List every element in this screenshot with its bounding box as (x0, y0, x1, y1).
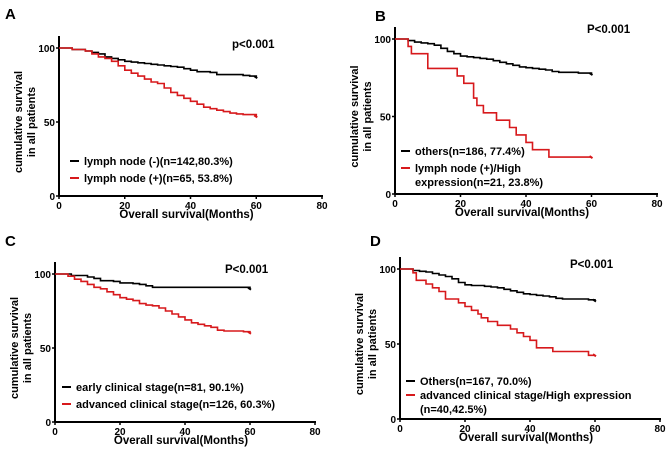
x-tick-label: 40 (520, 199, 532, 210)
legend-label: early clinical stage(n=81, 90.1%) (76, 382, 244, 394)
y-tick-label: 100 (34, 270, 51, 281)
y-tick-label: 100 (374, 35, 391, 46)
x-tick-label: 40 (524, 424, 536, 435)
y-tick-label: 50 (380, 113, 392, 124)
legend-label: lymph node (+)(n=65, 53.8%) (84, 173, 233, 185)
survival-curve-black (395, 38, 593, 74)
x-tick-label: 40 (185, 201, 197, 212)
x-tick-label: 60 (251, 201, 263, 212)
censor-mark (253, 114, 258, 119)
censor-mark (588, 72, 594, 76)
legend-label: lymph node (-)(n=142,80.3%) (84, 156, 233, 168)
km-panel-c: C 0 50 100 0 20 40 60 80 Overall survival(Months)… (5, 233, 321, 447)
y-tick-label: 50 (44, 118, 56, 129)
x-axis-title: Overall survival(Months) (459, 432, 593, 444)
x-tick-label: 60 (244, 427, 256, 438)
survival-curve-red (59, 47, 258, 117)
x-axis-title: Overall survival(Months) (114, 435, 248, 447)
panel-letter: A (5, 6, 16, 23)
x-tick-label: 0 (392, 199, 398, 210)
x-tick-label: 80 (651, 199, 663, 210)
x-tick-label: 0 (397, 424, 403, 435)
y-tick-label: 0 (45, 418, 51, 429)
y-axis-title: cumulative survival (9, 297, 21, 399)
y-axis-title: cumulative survival (354, 293, 366, 395)
survival-curve-red (400, 268, 595, 357)
y-axis-title: in all patients (26, 87, 38, 157)
x-axis-title: Overall survival(Months) (455, 207, 589, 219)
legend-label: lymph node (+)/High (415, 163, 521, 175)
x-tick-label: 20 (459, 424, 471, 435)
censor-mark (247, 330, 252, 335)
panel-letter: C (5, 233, 16, 250)
x-tick-label: 20 (114, 427, 126, 438)
x-tick-label: 20 (455, 199, 467, 210)
p-value: P<0.001 (570, 259, 614, 271)
x-tick-label: 0 (52, 427, 58, 438)
panel-letter: D (370, 233, 381, 250)
censor-mark (592, 298, 597, 303)
km-panel-b: B 0 50 100 0 20 40 60 80 Overall survival(Months)… (349, 8, 663, 219)
y-axis-title: cumulative survival (13, 71, 25, 173)
x-tick-label: 80 (654, 424, 666, 435)
y-tick-label: 0 (49, 192, 55, 203)
survival-curve-black (400, 268, 596, 301)
legend-label: (n=40,42.5%) (420, 404, 487, 416)
legend-label: Others(n=167, 70.0%) (420, 376, 532, 388)
p-value: P<0.001 (225, 264, 269, 276)
survival-curve-red (55, 273, 251, 333)
x-tick-label: 60 (589, 424, 601, 435)
km-panel-d: D 0 50 100 0 20 40 60 80 Overall survival(Months)… (354, 233, 666, 444)
y-tick-label: 100 (38, 44, 55, 55)
censor-mark (253, 75, 258, 79)
panel-letter: B (375, 8, 386, 25)
y-tick-label: 0 (385, 190, 391, 201)
p-value: P<0.001 (587, 24, 631, 36)
p-value: p<0.001 (232, 39, 275, 51)
x-tick-label: 80 (316, 201, 328, 212)
x-tick-label: 60 (586, 199, 598, 210)
legend-label: advanced clinical stage(n=126, 60.3%) (76, 399, 275, 411)
legend-label: expression(n=21, 23.8%) (415, 177, 543, 189)
y-axis-title: in all patients (362, 81, 374, 151)
legend-label: advanced clinical stage/High expression (420, 390, 632, 402)
x-axis-title: Overall survival(Months) (119, 209, 253, 221)
survival-curve-black (59, 47, 258, 78)
x-tick-label: 0 (56, 201, 62, 212)
y-axis-title: in all patients (22, 313, 34, 383)
survival-curve-black (55, 273, 251, 289)
x-tick-label: 40 (179, 427, 191, 438)
y-axis-title: cumulative survival (349, 65, 361, 167)
censor-mark (247, 286, 252, 291)
survival-curve-red (395, 38, 592, 158)
km-panel-a: A 0 50 100 0 20 40 60 80 Overall survival(Months)… (5, 6, 328, 221)
y-tick-label: 0 (390, 415, 396, 426)
legend-label: others(n=186, 77.4%) (415, 146, 525, 158)
x-tick-label: 80 (309, 427, 321, 438)
censor-mark (588, 155, 594, 159)
censor-mark (592, 353, 597, 358)
y-axis-title: in all patients (367, 309, 379, 379)
x-tick-label: 20 (119, 201, 131, 212)
y-tick-label: 50 (385, 340, 397, 351)
y-tick-label: 50 (40, 344, 52, 355)
y-tick-label: 100 (379, 265, 396, 276)
